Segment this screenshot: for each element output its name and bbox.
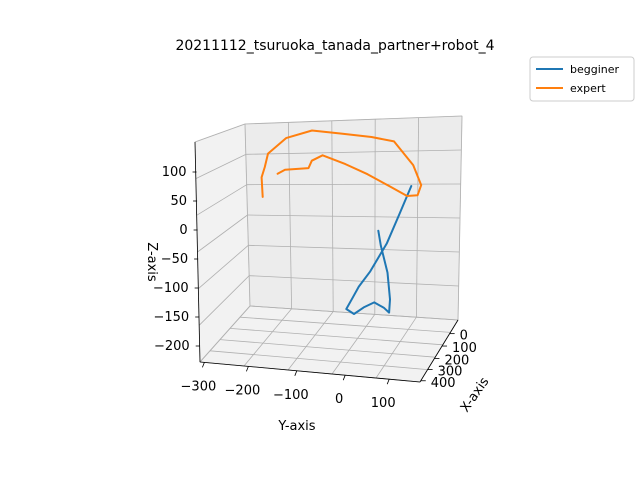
grid-back-horizontal bbox=[248, 244, 460, 253]
grid-floor-depth bbox=[199, 305, 251, 363]
grid-back-horizontal bbox=[244, 115, 463, 125]
legend-label-begginer: begginer bbox=[570, 63, 620, 76]
y-tick-label: −100 bbox=[273, 388, 309, 403]
series-lines bbox=[260, 129, 423, 315]
z-tick-label: −200 bbox=[154, 339, 190, 354]
y-tick-mark bbox=[246, 366, 249, 372]
grid-left-horizontal bbox=[197, 214, 248, 253]
grid-left-horizontal bbox=[198, 275, 250, 326]
legend-label-expert: expert bbox=[570, 82, 606, 95]
grid-floor-depth bbox=[287, 311, 334, 371]
z-axis-label: Z-axis bbox=[144, 242, 159, 282]
grid-back-horizontal bbox=[245, 149, 462, 155]
y-tick-mark bbox=[202, 362, 205, 368]
y-tick-mark bbox=[342, 375, 346, 381]
y-axis-line bbox=[199, 361, 421, 383]
grid-floor-depth bbox=[331, 314, 376, 375]
grid-left-horizontal bbox=[198, 245, 249, 289]
tick-labels: −300 −200 −100 0 1000100200300400100500−50−1… bbox=[153, 165, 477, 411]
grid-left-horizontal bbox=[194, 123, 246, 143]
y-tick-label: 0 bbox=[335, 392, 343, 407]
y-tick-mark bbox=[294, 370, 298, 376]
series-line-expert bbox=[260, 129, 423, 198]
x-tick-label: 200 bbox=[444, 353, 469, 368]
y-tick-label: −300 bbox=[181, 379, 217, 394]
y-axis-label: Y-axis bbox=[277, 419, 315, 434]
grid-floor-depth bbox=[375, 316, 417, 379]
grid-left-horizontal bbox=[196, 184, 247, 216]
x-tick-label: 0 bbox=[460, 329, 468, 344]
z-tick-label: 0 bbox=[179, 223, 187, 238]
axes-panes bbox=[194, 115, 463, 383]
axes-lines bbox=[194, 141, 459, 383]
grid-floor-width bbox=[229, 328, 443, 346]
legend: begginer expert bbox=[529, 56, 635, 102]
x-axis-line bbox=[419, 319, 459, 383]
z-tick-label: 100 bbox=[162, 165, 187, 180]
chart-title: 20211112_tsuruoka_tanada_partner+robot_4 bbox=[175, 38, 494, 54]
grid-floor-width bbox=[239, 316, 451, 333]
z-tick-label: −50 bbox=[161, 252, 188, 267]
x-tick-label: 100 bbox=[452, 341, 477, 356]
grid-floor-width bbox=[219, 339, 436, 358]
grid-back-horizontal bbox=[249, 275, 459, 287]
grid-left-horizontal bbox=[195, 153, 247, 180]
z-axis-line bbox=[194, 141, 201, 363]
x-axis-label: X-axis bbox=[458, 375, 493, 416]
grid-floor-width bbox=[209, 350, 428, 370]
grid-floor-depth bbox=[243, 308, 292, 367]
grid-back-horizontal bbox=[246, 183, 461, 186]
series-line-begginer bbox=[345, 185, 413, 315]
x-tick-label: 400 bbox=[431, 376, 456, 391]
z-tick-label: −150 bbox=[153, 310, 189, 325]
y-tick-label: 100 bbox=[371, 396, 396, 411]
z-tick-label: 50 bbox=[171, 194, 188, 209]
y-tick-label: −200 bbox=[225, 383, 261, 398]
y-tick-mark bbox=[386, 379, 390, 385]
x-tick-label: 300 bbox=[438, 365, 463, 380]
grid-back-horizontal bbox=[247, 214, 461, 219]
z-tick-label: −100 bbox=[153, 281, 189, 296]
